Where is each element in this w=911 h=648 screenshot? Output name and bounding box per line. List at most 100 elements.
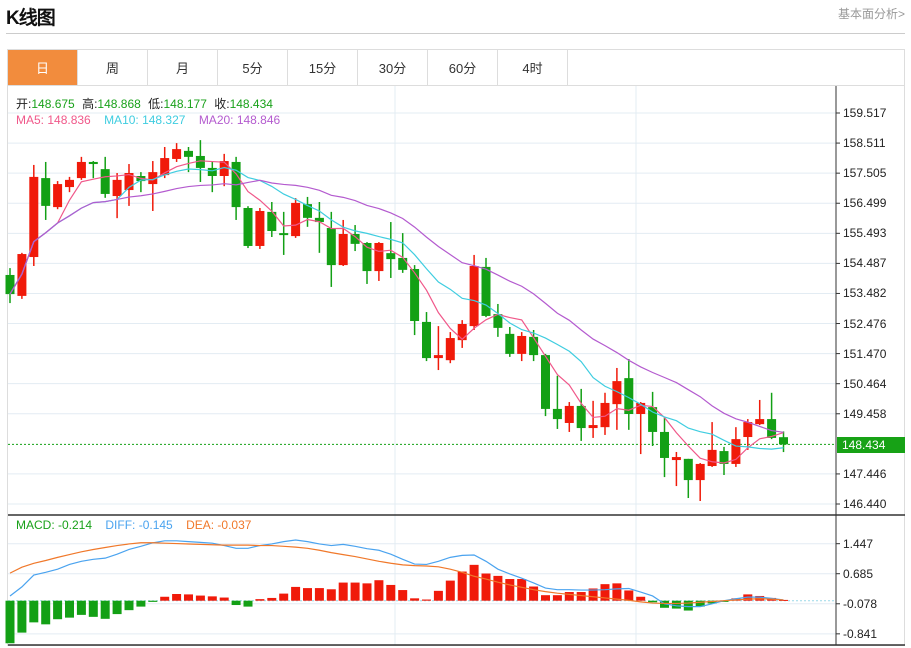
ma10-value: MA10: 148.327 xyxy=(104,113,186,127)
macd-bar xyxy=(195,595,205,601)
candle-body xyxy=(243,207,253,246)
page-title: K线图 xyxy=(6,8,56,29)
macd-bar xyxy=(255,599,265,601)
macd-bar xyxy=(564,592,574,601)
high-value: 148.868 xyxy=(97,97,141,111)
macd-bar xyxy=(374,580,384,601)
candle-body xyxy=(683,458,693,481)
macd-bar xyxy=(279,593,289,601)
macd-bar xyxy=(338,582,348,601)
macd-bar xyxy=(291,586,301,601)
macd-bar xyxy=(683,600,693,611)
candle-body xyxy=(719,451,729,464)
candle-body xyxy=(660,431,669,458)
tab-60min[interactable]: 60分 xyxy=(428,50,498,85)
close-label: 收: xyxy=(214,97,230,111)
divider xyxy=(6,33,905,34)
tab-week[interactable]: 周 xyxy=(78,50,148,85)
candle-body xyxy=(41,178,51,206)
candle-body xyxy=(65,179,74,188)
candle-body xyxy=(707,449,717,467)
price-tick-label: 147.446 xyxy=(843,466,887,481)
candle-body xyxy=(564,405,574,423)
tab-day[interactable]: 日 xyxy=(8,50,78,85)
candle-body xyxy=(267,211,277,232)
macd-bar xyxy=(184,594,193,601)
open-value: 148.675 xyxy=(31,97,75,111)
macd-bar xyxy=(422,599,431,601)
open-label: 开: xyxy=(16,97,32,111)
macd-bar xyxy=(41,600,51,625)
ma20-value: MA20: 148.846 xyxy=(198,113,281,127)
candle-body xyxy=(207,167,217,176)
macd-bar xyxy=(136,600,146,607)
macd-tick-label: -0.841 xyxy=(843,626,878,641)
candle-body xyxy=(612,381,622,405)
candle-body xyxy=(422,321,431,359)
macd-bar xyxy=(457,571,467,601)
macd-bar xyxy=(76,600,86,615)
candle-body xyxy=(362,242,372,272)
candle-body xyxy=(314,217,324,223)
tab-5min[interactable]: 5分 xyxy=(218,50,288,85)
tab-15min[interactable]: 15分 xyxy=(288,50,358,85)
candle-body xyxy=(326,228,336,266)
macd-bar xyxy=(160,596,170,601)
macd-bar xyxy=(695,600,705,607)
ma-info: MA5: 148.836 MA10: 148.327 MA20: 148.846 xyxy=(16,113,284,127)
macd-bar xyxy=(267,597,277,601)
candle-body xyxy=(172,149,182,159)
tab-30min[interactable]: 30分 xyxy=(358,50,428,85)
tab-month[interactable]: 月 xyxy=(148,50,218,85)
macd-bar xyxy=(386,584,396,601)
macd-bar xyxy=(172,594,182,601)
macd-bar xyxy=(541,595,550,601)
current-price-label: 148.434 xyxy=(837,437,905,453)
candle-body xyxy=(457,324,467,341)
candle-body xyxy=(350,234,360,244)
fundamental-analysis-link[interactable]: 基本面分析> xyxy=(837,7,905,21)
macd-bar xyxy=(112,600,122,615)
candle-body xyxy=(219,161,229,176)
macd-bar xyxy=(588,588,598,601)
price-tick-label: 159.517 xyxy=(843,106,887,120)
candle-body xyxy=(529,336,539,356)
candle-body xyxy=(624,378,634,415)
candle-body xyxy=(755,419,765,425)
candle-body xyxy=(552,408,562,420)
price-tick-label: 152.476 xyxy=(843,316,887,331)
macd-bar xyxy=(529,586,539,601)
macd-tick-label: -0.078 xyxy=(843,596,878,611)
macd-tick-label: 0.685 xyxy=(843,566,874,581)
macd-bar xyxy=(552,595,562,601)
candle-body xyxy=(576,405,586,429)
macd-bar xyxy=(469,564,479,601)
candle-body xyxy=(255,210,265,246)
candle-body xyxy=(374,242,384,272)
macd-bar xyxy=(505,579,515,601)
ma5-line xyxy=(9,160,784,464)
tab-4hour[interactable]: 4时 xyxy=(498,50,568,85)
candle-body xyxy=(398,257,408,270)
candle-body xyxy=(505,333,515,354)
candle-body xyxy=(76,161,86,179)
macd-bar xyxy=(350,582,360,601)
close-value: 148.434 xyxy=(229,97,273,111)
macd-bar xyxy=(636,596,646,601)
candle-body xyxy=(588,425,598,429)
macd-bar xyxy=(100,600,110,619)
macd-bar xyxy=(88,600,98,617)
macd-bar xyxy=(5,600,15,644)
macd-bar xyxy=(17,600,27,633)
macd-bar xyxy=(207,596,217,601)
candle-body xyxy=(195,155,205,168)
candle-body xyxy=(386,253,396,260)
macd-bar xyxy=(303,588,312,601)
macd-bar xyxy=(124,600,134,611)
macd-bar xyxy=(53,600,63,620)
diff-value: DIFF: -0.145 xyxy=(105,518,173,532)
dea-line xyxy=(9,542,784,605)
macd-bar xyxy=(433,590,443,601)
price-tick-label: 157.505 xyxy=(843,166,887,181)
